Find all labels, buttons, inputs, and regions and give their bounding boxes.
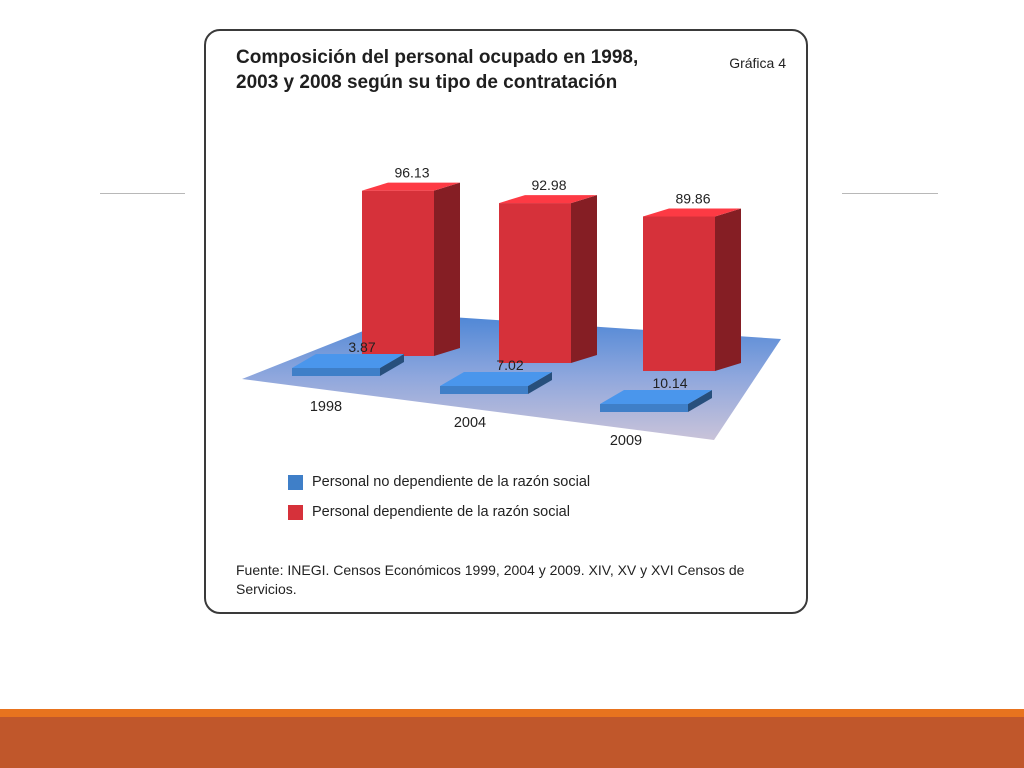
bar-non-dependent-top-1	[440, 372, 552, 386]
chart-legend: Personal no dependiente de la razón soci…	[288, 467, 590, 527]
right-divider-line	[842, 193, 938, 194]
left-divider-line	[100, 193, 185, 194]
chart-number-label: Gráfica 4	[729, 55, 786, 71]
data-label-dependent: 96.13	[394, 165, 429, 181]
category-label: 1998	[310, 399, 342, 415]
legend-swatch-red	[288, 504, 303, 520]
data-label-non-dependent: 3.87	[348, 339, 375, 355]
legend-label: Personal no dependiente de la razón soci…	[312, 474, 591, 490]
category-label: 2009	[610, 433, 642, 449]
bar-dependent-2	[643, 216, 715, 371]
bar-non-dependent-side-0	[380, 354, 404, 376]
chart-card: Composición del personal ocupado en 1998…	[204, 29, 808, 614]
footer-band	[0, 717, 1024, 768]
chart-title: Composición del personal ocupado en 1998…	[236, 47, 639, 93]
bar-non-dependent-1	[440, 386, 528, 394]
bar-dependent-side-1	[571, 195, 597, 363]
bar-non-dependent-side-2	[688, 390, 712, 412]
data-label-dependent: 89.86	[675, 190, 710, 206]
bar-dependent-top-0	[362, 182, 460, 191]
data-label-non-dependent: 7.02	[496, 357, 523, 373]
legend-item-dependent: Personal dependiente de la razón social	[288, 497, 590, 527]
legend-swatch-blue	[288, 474, 303, 490]
bar-dependent-side-2	[715, 208, 741, 371]
data-label-non-dependent: 10.14	[652, 375, 687, 391]
data-label-dependent: 92.98	[531, 177, 566, 193]
bar-dependent-top-1	[499, 195, 597, 204]
legend-item-non-dependent: Personal no dependiente de la razón soci…	[288, 467, 590, 497]
bar-dependent-top-2	[643, 208, 741, 217]
bar-non-dependent-0	[292, 368, 380, 376]
bar-non-dependent-side-1	[528, 372, 552, 394]
legend-label: Personal dependiente de la razón social	[312, 504, 570, 520]
bar-non-dependent-top-2	[600, 390, 712, 404]
bar-dependent-1	[499, 203, 571, 363]
bar-chart-3d: 96.13 92.98 89.86 3.87 7.02 10.14 1998 2004 2009	[242, 165, 781, 449]
bar-dependent-side-0	[434, 182, 460, 356]
bar-non-dependent-top-0	[292, 354, 404, 368]
bar-dependent-0	[362, 190, 434, 356]
footer-accent-stripe	[0, 709, 1024, 717]
chart-source-note: Fuente: INEGI. Censos Económicos 1999, 2…	[236, 562, 745, 597]
category-label: 2004	[454, 415, 486, 431]
bar-non-dependent-2	[600, 404, 688, 412]
